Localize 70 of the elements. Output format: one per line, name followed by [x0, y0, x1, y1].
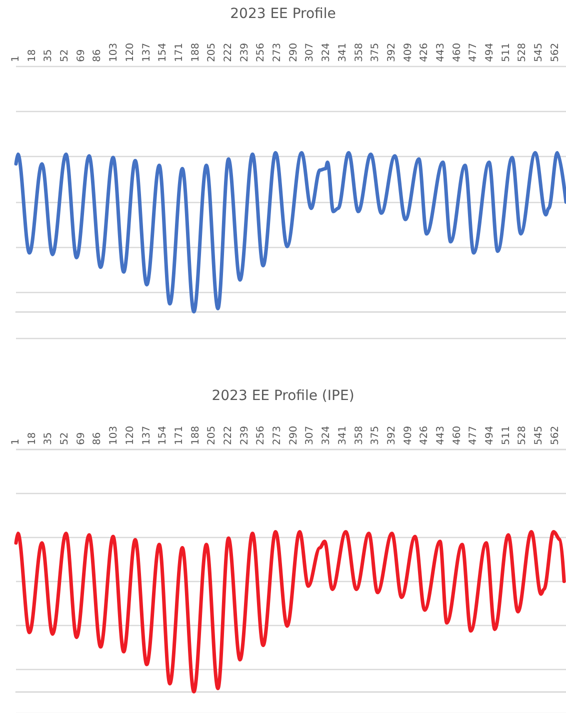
x-tick-label: 443: [436, 426, 446, 445]
x-tick-label: 69: [76, 432, 87, 445]
x-tick-label: 239: [239, 426, 250, 445]
x-tick-label: 154: [158, 42, 169, 62]
x-tick-label: 341: [337, 426, 348, 445]
x-tick-label: 290: [288, 42, 300, 62]
x-tick-label: 426: [419, 42, 430, 62]
x-tick-label: 460: [452, 42, 463, 62]
x-tick-label: 460: [452, 426, 463, 445]
x-tick-label: 375: [370, 426, 382, 445]
x-tick-label: 528: [517, 426, 528, 445]
x-tick-label: 1: [10, 56, 22, 62]
x-tick-label: 409: [402, 42, 414, 62]
x-tick-label: 137: [141, 426, 152, 445]
x-tick-label: 69: [76, 49, 87, 62]
x-tick-label: 511: [500, 426, 512, 445]
x-tick-label: 103: [108, 426, 120, 445]
x-tick-label: 256: [256, 42, 267, 62]
x-tick-label: 494: [484, 426, 496, 445]
chart-title: 2023 EE Profile (IPE): [212, 388, 354, 404]
x-tick-label: 171: [174, 42, 185, 62]
x-tick-label: 341: [337, 42, 348, 62]
x-tick-label: 511: [500, 42, 512, 62]
x-tick-label: 188: [190, 42, 202, 62]
x-tick-label: 273: [272, 42, 284, 62]
x-tick-label: 307: [304, 426, 316, 445]
x-tick-label: 103: [108, 42, 120, 62]
x-tick-label: 528: [517, 42, 528, 62]
x-tick-label: 222: [223, 426, 234, 445]
x-tick-label: 477: [468, 42, 480, 62]
x-tick-label: 426: [419, 426, 430, 445]
x-tick-label: 562: [550, 42, 561, 62]
chart-title: 2023 EE Profile: [230, 6, 336, 22]
x-tick-label: 562: [550, 426, 561, 445]
x-tick-label: 409: [402, 426, 414, 445]
x-tick-label: 324: [321, 42, 332, 62]
x-tick-label: 375: [370, 42, 382, 62]
x-tick-label: 52: [60, 49, 71, 62]
x-tick-label: 477: [468, 426, 480, 445]
x-tick-label: 545: [534, 42, 545, 62]
x-tick-label: 494: [484, 42, 496, 62]
x-tick-label: 35: [43, 432, 54, 445]
x-tick-label: 137: [141, 42, 152, 62]
x-tick-label: 545: [534, 426, 545, 445]
x-tick-label: 392: [386, 426, 398, 445]
x-tick-label: 18: [26, 432, 38, 445]
x-tick-label: 205: [206, 42, 218, 62]
x-tick-label: 256: [256, 426, 267, 445]
x-tick-label: 86: [92, 49, 104, 62]
x-tick-label: 392: [386, 42, 398, 62]
x-tick-label: 120: [124, 426, 136, 445]
x-tick-label: 154: [158, 426, 169, 445]
x-tick-label: 307: [304, 42, 316, 62]
x-tick-label: 52: [60, 432, 71, 445]
x-tick-label: 120: [124, 42, 136, 62]
x-tick-label: 443: [436, 42, 446, 62]
x-tick-label: 35: [43, 49, 54, 62]
x-tick-label: 86: [92, 432, 104, 445]
x-tick-label: 324: [321, 426, 332, 445]
x-tick-label: 358: [354, 42, 365, 62]
x-tick-label: 188: [190, 426, 202, 445]
x-tick-label: 205: [206, 426, 218, 445]
x-tick-label: 18: [26, 49, 38, 62]
x-tick-label: 1: [10, 438, 22, 445]
x-tick-label: 222: [223, 42, 234, 62]
x-tick-label: 290: [288, 426, 300, 445]
x-tick-label: 273: [272, 426, 284, 445]
x-tick-label: 171: [174, 426, 185, 445]
x-tick-label: 239: [239, 42, 250, 62]
x-tick-label: 358: [354, 426, 365, 445]
